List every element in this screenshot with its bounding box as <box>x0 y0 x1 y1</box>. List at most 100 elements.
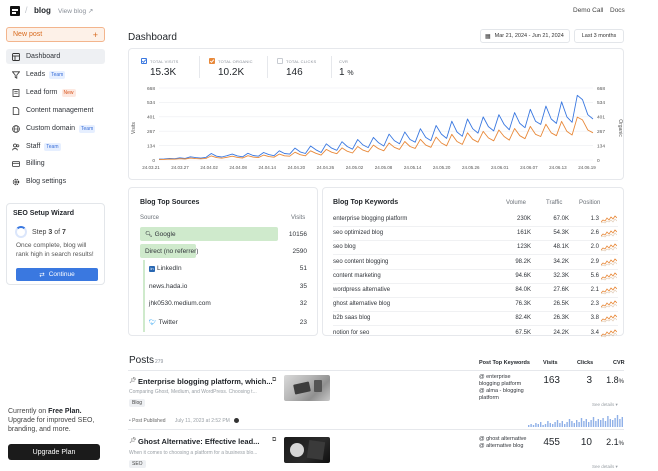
upgrade-plan-button[interactable]: Upgrade Plan <box>8 444 100 460</box>
sparkline-bar <box>573 423 575 427</box>
keyword-row[interactable]: ghost alternative blog 76.3K 26.5K 2.3 <box>333 299 621 313</box>
view-blog-link[interactable]: View blog ↗ <box>58 8 94 15</box>
x-tick-label: 24.05.08 <box>375 165 393 170</box>
source-name: 🔍︎ Google <box>145 231 176 238</box>
new-post-button[interactable]: New post + <box>6 27 105 42</box>
keyword-traffic: 54.3K <box>553 230 569 237</box>
keyword-row[interactable]: seo content blogging 98.2K 34.2K 2.9 <box>333 257 621 270</box>
sparkline-bar <box>616 415 619 427</box>
plan-upgrade-text: Upgrade for improved SEO, branding, and … <box>8 417 95 433</box>
see-details-link[interactable]: See details ▾ <box>592 464 618 469</box>
new-post-label: New post <box>13 31 43 38</box>
keyword-row[interactable]: seo blog 123K 48.1K 2.0 <box>333 242 621 256</box>
post-tag[interactable]: SEO <box>129 460 146 468</box>
column-header-source: Source <box>140 215 160 221</box>
keyword-row[interactable]: seo optimized blog 161K 54.3K 2.6 <box>333 228 621 242</box>
source-row[interactable]: 🔍︎ Google <box>140 227 280 241</box>
source-row[interactable]: 🐦︎ Twitter <box>144 315 264 329</box>
sparkline-bar <box>590 420 592 427</box>
keyword-position: 2.6 <box>590 230 599 237</box>
sidebar-item-billing[interactable]: Billing <box>6 156 105 171</box>
stat-divider <box>331 56 332 78</box>
post-title[interactable]: Ghost Alternative: Effective lead... <box>138 437 260 446</box>
logo-icon[interactable] <box>10 6 20 16</box>
post-thumbnail[interactable] <box>284 375 330 401</box>
column-header-position: Position <box>579 200 601 206</box>
checkbox-icon[interactable] <box>277 58 283 64</box>
continue-icon: ⇄ <box>39 271 45 279</box>
keyword-row[interactable]: enterprise blogging platform 230K 67.0K 1.3 <box>333 214 621 227</box>
sidebar-item-staff[interactable]: Staff Team <box>6 139 105 154</box>
date-range-picker[interactable]: ▦ Mar 21, 2024 - Jun 21, 2024 <box>480 29 570 43</box>
keyword-name: seo blog <box>333 244 356 251</box>
post-title[interactable]: Enterprise blogging platform, which... <box>138 377 273 386</box>
row-divider <box>333 254 618 256</box>
author-avatar[interactable] <box>234 418 240 424</box>
sidebar-item-label: Leads <box>26 71 46 78</box>
sidebar-item-content-management[interactable]: Content management <box>6 103 105 118</box>
continue-button[interactable]: ⇄ Continue <box>16 268 98 281</box>
x-tick-label: 24.03.27 <box>171 165 189 170</box>
x-tick-label: 24.05.14 <box>404 165 422 170</box>
sidebar-item-lead-form[interactable]: Lead form New <box>6 85 105 100</box>
post-subtitle: Comparing Ghost, Medium, and WordPress. … <box>129 389 257 395</box>
sparkline-bar <box>568 419 571 427</box>
keyword-row[interactable]: content marketing 94.6K 32.3K 5.6 <box>333 271 621 284</box>
checkbox-checked-icon[interactable] <box>209 58 215 64</box>
keyword-row[interactable]: b2b saas blog 82.4K 26.3K 3.8 <box>333 313 621 327</box>
billing-icon <box>12 160 20 167</box>
sidebar-item-blog-settings[interactable]: Blog settings <box>6 174 105 189</box>
source-row[interactable]: in LinkedIn <box>144 261 264 275</box>
source-name: 🐦︎ Twitter <box>149 319 178 326</box>
sparkline-bar <box>612 420 614 427</box>
keyword-traffic: 26.5K <box>553 301 569 308</box>
sparkline-bar <box>556 420 559 427</box>
stat-value: 10.2K <box>218 67 245 78</box>
docs-link[interactable]: Docs <box>610 7 625 14</box>
keyword-position: 3.4 <box>590 329 599 336</box>
stat-value: 1 % <box>339 67 354 78</box>
post-tag[interactable]: Blog <box>129 399 146 407</box>
column-header-post-top-keywords: Post Top Keywords <box>479 360 530 366</box>
y-tick-label-right: 534 <box>597 100 605 106</box>
sparkline-bar <box>614 418 616 427</box>
post-thumbnail[interactable] <box>284 437 330 463</box>
checkbox-checked-icon[interactable] <box>141 58 147 64</box>
sidebar-item-leads[interactable]: Leads Team <box>6 67 105 82</box>
post-clicks: 10 <box>580 437 592 448</box>
source-row[interactable]: Direct (no referrer) <box>140 244 280 258</box>
keyword-row[interactable]: wordpress alternative 84.0K 27.6K 2.1 <box>333 285 621 298</box>
keyword-position: 2.0 <box>590 244 599 251</box>
blog-name[interactable]: blog <box>34 6 51 15</box>
y-tick-label-right: 134 <box>597 143 605 149</box>
step-of: of <box>54 228 61 236</box>
demo-call-link[interactable]: Demo Call <box>573 7 604 14</box>
sparkline-bar <box>576 420 578 427</box>
post-keyword: @ enterprise blogging platform <box>479 374 522 387</box>
users-icon <box>12 143 20 150</box>
source-name: Direct (no referrer) <box>145 248 199 255</box>
copy-icon[interactable]: ⧉ <box>272 437 277 443</box>
keyword-name: content marketing <box>333 272 381 279</box>
step-prefix: Step <box>32 228 47 236</box>
sidebar-item-label: Custom domain <box>26 125 76 132</box>
keyword-row[interactable]: notion for seo 67.5K 24.2K 3.4 <box>333 328 621 340</box>
column-header-clicks: Clicks <box>577 360 594 366</box>
source-row[interactable]: news.hada.io <box>144 279 264 293</box>
sidebar-item-custom-domain[interactable]: Custom domain Team <box>6 121 105 136</box>
search-icon: 🔍︎ <box>145 232 153 238</box>
status-dot-icon: • <box>129 418 131 424</box>
row-divider <box>333 325 618 327</box>
source-share-bar <box>140 227 278 241</box>
keyword-traffic: 67.0K <box>553 216 569 222</box>
period-select[interactable]: Last 3 months <box>574 29 624 43</box>
post-keyword: @ ghost alternative <box>479 436 527 442</box>
copy-icon[interactable]: ⧉ <box>272 377 277 383</box>
source-row[interactable]: jhk0530.medium.com <box>144 296 264 310</box>
sidebar-item-dashboard[interactable]: Dashboard <box>6 49 105 64</box>
step-total: 7 <box>62 228 66 236</box>
see-details-link[interactable]: See details ▾ <box>592 402 618 407</box>
continue-label: Continue <box>48 271 75 278</box>
y-tick-label-right: 0 <box>597 158 600 164</box>
source-visits: 23 <box>299 319 307 326</box>
